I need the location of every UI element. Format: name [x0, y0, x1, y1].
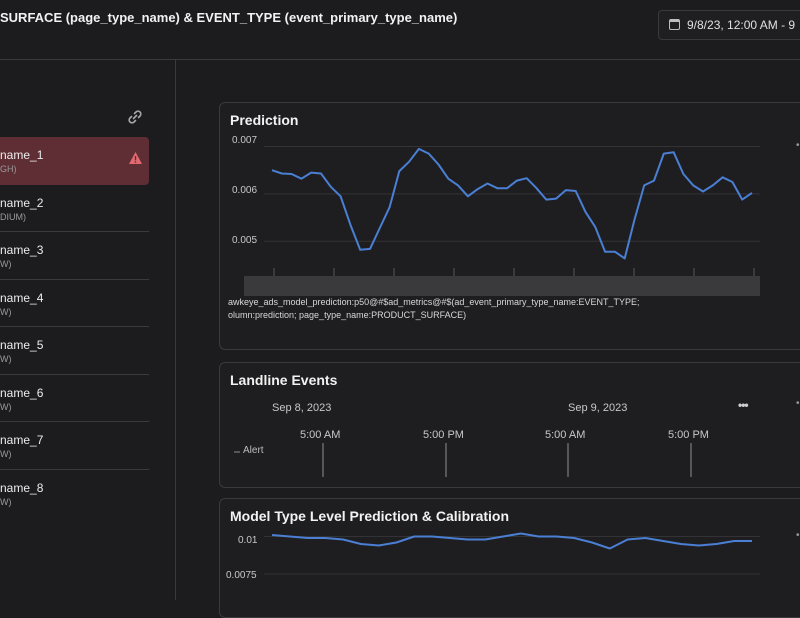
header: SURFACE (page_type_name) & EVENT_TYPE (e…: [0, 0, 800, 60]
y-tick-label: 0.005: [232, 235, 258, 246]
list-item[interactable]: name_3 W): [0, 232, 149, 280]
cropped-legend-marker: •: [796, 140, 800, 151]
landline-timeline: [322, 443, 692, 477]
date-range-text: 9/8/23, 12:00 AM - 9: [687, 18, 796, 32]
time-label: 5:00 PM: [668, 429, 709, 441]
list-item-level: W): [0, 401, 12, 412]
landline-events-card: Landline Events ••• Sep 8, 2023 Sep 9, 2…: [219, 362, 800, 488]
legend-swatch: [234, 451, 240, 453]
page-title: SURFACE (page_type_name) & EVENT_TYPE (e…: [0, 10, 458, 25]
list-item-name: name_5: [0, 338, 44, 352]
caption-line: awkeye_ads_model_prediction:p50@#$ad_met…: [228, 297, 640, 307]
cropped-legend-marker: •: [796, 398, 800, 409]
list-item-name: name_3: [0, 243, 44, 257]
y-tick-label: 0.007: [232, 135, 258, 146]
y-tick-label: 0.01: [238, 535, 258, 546]
list-item[interactable]: name_8 W): [0, 470, 149, 518]
link-icon[interactable]: [126, 108, 144, 126]
prediction-title: Prediction: [230, 112, 299, 128]
entity-list: name_1 GH) name_2 DIUM) name_3 W) name_4…: [0, 137, 149, 517]
list-item-level: W): [0, 354, 12, 364]
list-panel: name_1 GH) name_2 DIUM) name_3 W) name_4…: [0, 60, 176, 600]
list-item-level: W): [0, 306, 12, 317]
list-item-name: name_4: [0, 290, 44, 305]
time-range-brush[interactable]: [244, 276, 760, 296]
list-item[interactable]: name_7 W): [0, 422, 149, 470]
time-label: 5:00 PM: [423, 429, 464, 441]
list-item-name: name_6: [0, 385, 44, 400]
time-label: 5:00 AM: [300, 429, 341, 441]
calibration-chart: [264, 532, 760, 575]
time-label: 5:00 AM: [545, 429, 586, 441]
calibration-title: Model Type Level Prediction & Calibratio…: [230, 508, 510, 524]
series-caption: awkeye_ads_model_prediction:p50@#$ad_met…: [228, 296, 640, 322]
list-item[interactable]: name_4 W): [0, 280, 149, 327]
list-item-level: DIUM): [0, 211, 26, 222]
list-item-name: name_1: [0, 148, 44, 162]
date-range-picker[interactable]: 9/8/23, 12:00 AM - 9: [658, 10, 800, 40]
list-item[interactable]: name_6 W): [0, 375, 149, 422]
prediction-chart: [244, 145, 760, 296]
list-item-level: W): [0, 449, 12, 459]
list-item[interactable]: name_2 DIUM): [0, 185, 149, 232]
calibration-series-line: [271, 532, 752, 550]
list-item-level: W): [0, 259, 12, 269]
list-item-name: name_7: [0, 433, 44, 447]
y-tick-label: 0.006: [232, 185, 258, 196]
list-item-name: name_2: [0, 195, 44, 210]
y-tick-label: 0.0075: [226, 570, 257, 581]
list-item-level: GH): [0, 164, 17, 174]
more-options-icon[interactable]: •••: [738, 398, 749, 412]
list-item-selected[interactable]: name_1 GH): [0, 137, 149, 185]
list-item-level: W): [0, 496, 12, 507]
legend-alert-label: Alert: [243, 445, 264, 456]
caption-line: olumn:prediction; page_type_name:PRODUCT…: [228, 310, 467, 320]
list-item-name: name_8: [0, 480, 44, 495]
calendar-icon: [669, 19, 680, 30]
prediction-series-line: [271, 147, 753, 260]
prediction-card: Prediction 0.007 0.006 0.005 awkeye_ads_…: [219, 102, 800, 350]
date-label: Sep 8, 2023: [272, 402, 332, 414]
warning-icon: [129, 152, 142, 164]
cropped-legend-marker: •: [796, 530, 800, 541]
landline-title: Landline Events: [230, 372, 338, 388]
date-label: Sep 9, 2023: [568, 402, 628, 414]
calibration-card: Model Type Level Prediction & Calibratio…: [219, 498, 800, 618]
list-item[interactable]: name_5 W): [0, 327, 149, 375]
